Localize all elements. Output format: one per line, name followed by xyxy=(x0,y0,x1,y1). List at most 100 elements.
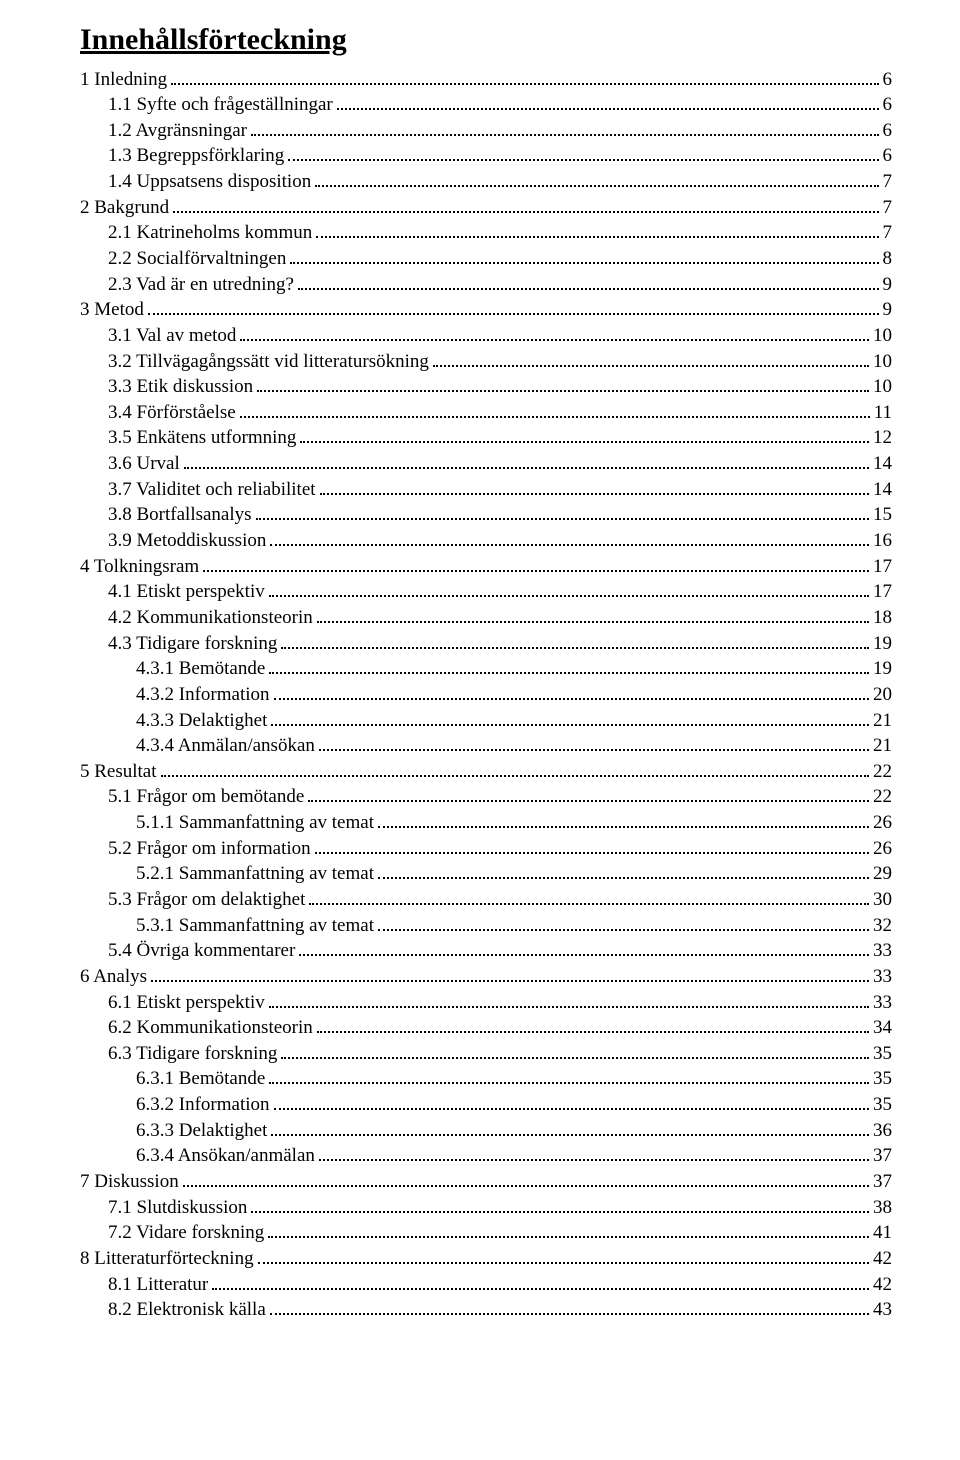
toc-leader xyxy=(212,1277,869,1289)
toc-entry-page: 42 xyxy=(873,1246,892,1272)
toc-leader xyxy=(270,534,869,546)
toc-leader xyxy=(269,662,869,674)
toc-entry: 6.3.4 Ansökan/anmälan37 xyxy=(80,1143,892,1169)
toc-entry-label: 3.5 Enkätens utformning xyxy=(108,425,296,451)
toc-entry-label: 6.3.3 Delaktighet xyxy=(136,1118,267,1144)
toc-entry-page: 17 xyxy=(873,554,892,580)
toc-entry: 5.2.1 Sammanfattning av temat 29 xyxy=(80,861,892,887)
toc-entry-label: 3.6 Urval xyxy=(108,451,180,477)
toc-entry: 5.1 Frågor om bemötande22 xyxy=(80,784,892,810)
toc-entry-label: 1.3 Begreppsförklaring xyxy=(108,143,284,169)
toc-entry: 3.8 Bortfallsanalys15 xyxy=(80,502,892,528)
toc-entry-page: 8 xyxy=(883,246,893,272)
toc-entry: 4.2 Kommunikationsteorin18 xyxy=(80,605,892,631)
toc-leader xyxy=(151,969,869,981)
toc-entry: 1 Inledning6 xyxy=(80,67,892,93)
toc-entry-page: 6 xyxy=(883,92,893,118)
toc-leader xyxy=(256,508,869,520)
toc-leader xyxy=(203,559,869,571)
toc-leader xyxy=(268,1226,869,1238)
toc-entry-label: 1.4 Uppsatsens disposition xyxy=(108,169,311,195)
toc-entry-page: 6 xyxy=(883,118,893,144)
toc-entry-label: 6.3.2 Information xyxy=(136,1092,270,1118)
toc-leader xyxy=(315,841,869,853)
toc-entry-label: 5 Resultat xyxy=(80,759,157,785)
toc-entry-page: 42 xyxy=(873,1272,892,1298)
toc-leader xyxy=(269,585,869,597)
toc-entry: 1.3 Begreppsförklaring6 xyxy=(80,143,892,169)
toc-entry: 2.3 Vad är en utredning?9 xyxy=(80,272,892,298)
toc-entry-page: 19 xyxy=(873,656,892,682)
toc-entry: 3 Metod9 xyxy=(80,297,892,323)
toc-entry-page: 37 xyxy=(873,1143,892,1169)
toc-entry-page: 10 xyxy=(873,374,892,400)
toc-entry-page: 33 xyxy=(873,964,892,990)
toc-entry-label: 5.1.1 Sammanfattning av temat xyxy=(136,810,374,836)
toc-entry-page: 36 xyxy=(873,1118,892,1144)
toc-entry: 4.3.3 Delaktighet21 xyxy=(80,708,892,734)
toc-entry-page: 11 xyxy=(874,400,892,426)
toc-entry-page: 9 xyxy=(883,297,893,323)
toc-leader xyxy=(288,149,878,161)
toc-entry-page: 37 xyxy=(873,1169,892,1195)
toc-leader xyxy=(240,405,870,417)
toc-entry-page: 22 xyxy=(873,759,892,785)
toc-entry-page: 10 xyxy=(873,349,892,375)
toc-entry: 5.4 Övriga kommentarer33 xyxy=(80,938,892,964)
toc-entry: 1.4 Uppsatsens disposition7 xyxy=(80,169,892,195)
toc-entry-label: 5.2.1 Sammanfattning av temat xyxy=(136,861,374,887)
toc-leader xyxy=(320,482,869,494)
toc-entry-label: 3.7 Validitet och reliabilitet xyxy=(108,477,316,503)
toc-entry-page: 14 xyxy=(873,451,892,477)
toc-entry-label: 3.1 Val av metod xyxy=(108,323,236,349)
toc-leader xyxy=(378,867,869,879)
toc-entry: 8.1 Litteratur42 xyxy=(80,1272,892,1298)
toc-entry-label: 6.3.1 Bemötande xyxy=(136,1066,265,1092)
toc-leader xyxy=(281,1046,869,1058)
toc-entry-page: 16 xyxy=(873,528,892,554)
toc-entry-page: 29 xyxy=(873,861,892,887)
toc-leader xyxy=(274,687,869,699)
toc-entry-label: 5.3 Frågor om delaktighet xyxy=(108,887,305,913)
toc-leader xyxy=(317,611,869,623)
toc-entry-label: 5.4 Övriga kommentarer xyxy=(108,938,295,964)
toc-entry-label: 6.2 Kommunikationsteorin xyxy=(108,1015,313,1041)
toc-leader xyxy=(309,893,869,905)
toc-entry-page: 14 xyxy=(873,477,892,503)
toc-entry: 8 Litteraturförteckning42 xyxy=(80,1246,892,1272)
toc-leader xyxy=(251,123,879,135)
toc-leader xyxy=(290,252,878,264)
toc-entry-label: 8.2 Elektronisk källa xyxy=(108,1297,266,1323)
toc-entry-label: 4.2 Kommunikationsteorin xyxy=(108,605,313,631)
toc-entry-page: 34 xyxy=(873,1015,892,1041)
toc-entry-page: 35 xyxy=(873,1041,892,1067)
toc-leader xyxy=(183,1175,869,1187)
toc-entry-label: 1.2 Avgränsningar xyxy=(108,118,247,144)
toc-entry: 5 Resultat 22 xyxy=(80,759,892,785)
toc-leader xyxy=(271,713,869,725)
toc-entry: 4.1 Etiskt perspektiv17 xyxy=(80,579,892,605)
toc-entry-label: 4.3.1 Bemötande xyxy=(136,656,265,682)
toc-leader xyxy=(315,175,878,187)
toc-entry-page: 26 xyxy=(873,810,892,836)
toc-entry: 4.3.4 Anmälan/ansökan21 xyxy=(80,733,892,759)
toc-leader xyxy=(161,764,869,776)
toc-entry: 3.4 Förförståelse11 xyxy=(80,400,892,426)
toc-entry-page: 35 xyxy=(873,1092,892,1118)
toc-entry-label: 1 Inledning xyxy=(80,67,167,93)
toc-leader xyxy=(274,1098,869,1110)
toc-leader xyxy=(337,98,879,110)
toc-leader xyxy=(316,226,878,238)
toc-entry-label: 2.3 Vad är en utredning? xyxy=(108,272,294,298)
toc-entry-page: 33 xyxy=(873,990,892,1016)
toc-entry: 3.7 Validitet och reliabilitet 14 xyxy=(80,477,892,503)
toc-entry-label: 4.1 Etiskt perspektiv xyxy=(108,579,265,605)
toc-entry-label: 6 Analys xyxy=(80,964,147,990)
toc-entry: 1.1 Syfte och frågeställningar6 xyxy=(80,92,892,118)
toc-leader xyxy=(433,354,869,366)
toc-leader xyxy=(319,739,869,751)
toc-entry: 3.2 Tillvägagångssätt vid litteratursökn… xyxy=(80,349,892,375)
toc-entry-page: 32 xyxy=(873,913,892,939)
toc-entry: 5.3 Frågor om delaktighet30 xyxy=(80,887,892,913)
toc-entry-page: 22 xyxy=(873,784,892,810)
